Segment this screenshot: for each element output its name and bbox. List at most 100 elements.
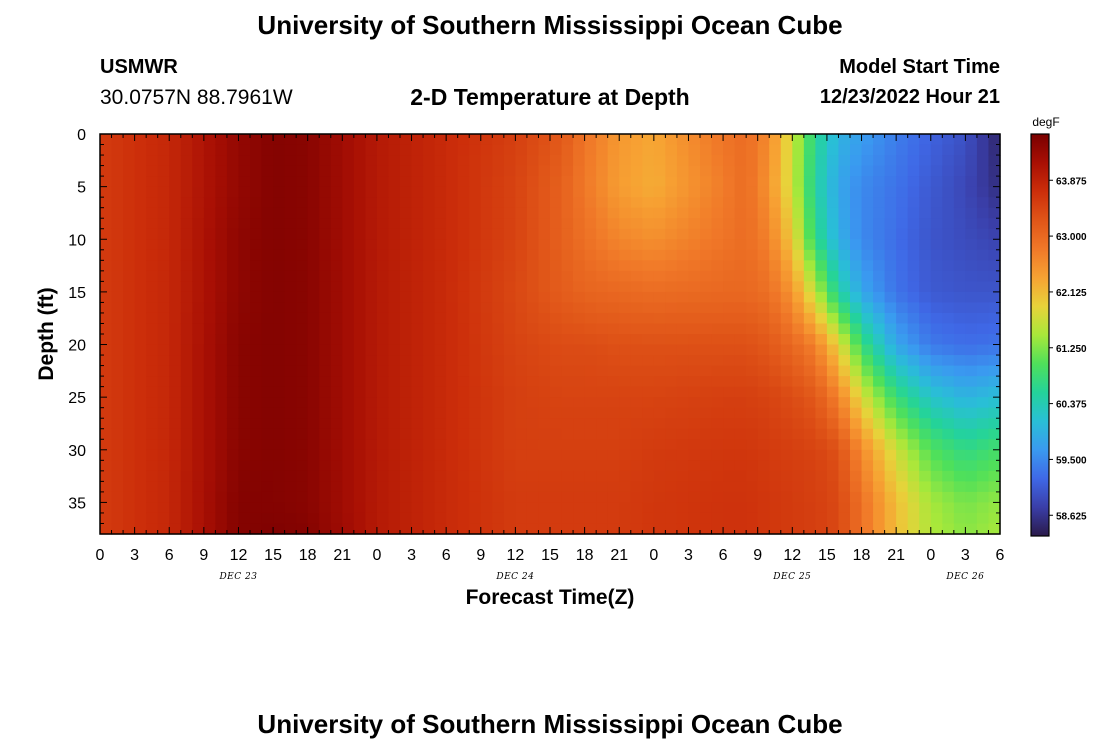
heatmap-cell [446, 386, 459, 398]
heatmap-cell [723, 428, 736, 440]
heatmap-cell [653, 334, 666, 346]
heatmap-cell [238, 449, 251, 461]
heatmap-cell [723, 407, 736, 419]
heatmap-cell [769, 291, 782, 304]
heatmap-cell [100, 186, 113, 198]
heatmap-cell [261, 481, 274, 493]
heatmap-cell [653, 428, 666, 440]
heatmap-cell [203, 165, 216, 177]
heatmap-cell [146, 228, 159, 240]
heatmap-cell [838, 249, 851, 261]
heatmap-cell [884, 334, 897, 346]
heatmap-cell [873, 323, 886, 335]
heatmap-cell [907, 512, 920, 525]
heatmap-cell [642, 449, 655, 461]
heatmap-cell [665, 281, 678, 293]
heatmap-cell [642, 249, 655, 261]
heatmap-cell [838, 207, 851, 219]
heatmap-cell [584, 481, 597, 493]
heatmap-cell [803, 228, 816, 240]
heatmap-cell [919, 165, 932, 177]
heatmap-cell [111, 481, 124, 493]
heatmap-cell [342, 312, 355, 325]
heatmap-cell [550, 491, 563, 504]
heatmap-cell [180, 260, 193, 272]
heatmap-cell [492, 155, 505, 167]
heatmap-cell [446, 134, 459, 146]
heatmap-cell [284, 386, 297, 398]
y-tick-label: 5 [77, 180, 86, 197]
heatmap-cell [319, 228, 332, 240]
heatmap-cell [815, 312, 828, 325]
heatmap-cell [850, 270, 863, 282]
heatmap-cell [584, 365, 597, 377]
heatmap-cell [526, 397, 540, 409]
heatmap-cell [261, 323, 274, 335]
heatmap-cell [273, 144, 286, 156]
heatmap-cell [100, 334, 113, 346]
colorbar-tick-label: 63.875 [1056, 176, 1087, 187]
heatmap-cell [284, 512, 297, 525]
heatmap-cell [146, 302, 159, 314]
heatmap-cell [411, 449, 424, 461]
heatmap-cell [192, 491, 205, 504]
heatmap-cell [388, 155, 401, 167]
heatmap-cell [896, 249, 909, 261]
heatmap-cell [723, 386, 736, 398]
heatmap-cell [976, 144, 990, 156]
heatmap-cell [319, 260, 332, 272]
heatmap-cell [861, 407, 874, 419]
heatmap-cell [896, 323, 909, 335]
heatmap-cell [296, 312, 309, 325]
heatmap-cell [815, 260, 828, 272]
heatmap-cell [192, 428, 205, 440]
heatmap-cell [215, 155, 228, 167]
heatmap-cell [861, 512, 874, 525]
heatmap-cell [203, 386, 216, 398]
heatmap-cell [134, 260, 147, 272]
heatmap-cell [700, 218, 713, 230]
heatmap-cell [423, 481, 436, 493]
x-tick-label: 6 [719, 547, 728, 564]
heatmap-cell [976, 376, 990, 388]
x-tick-label: 12 [506, 547, 524, 564]
heatmap-cell [250, 228, 263, 240]
heatmap-cell [584, 260, 597, 272]
heatmap-cell [411, 270, 424, 282]
heatmap-cell [388, 165, 401, 177]
heatmap-cell [134, 207, 147, 219]
heatmap-cell [803, 470, 816, 482]
heatmap-cell [100, 512, 113, 525]
heatmap-cell [550, 281, 563, 293]
heatmap-cell [388, 323, 401, 335]
heatmap-cell [930, 186, 943, 198]
heatmap-cell [700, 460, 713, 472]
heatmap-cell [388, 386, 401, 398]
heatmap-cell [342, 376, 355, 388]
y-tick-label: 15 [68, 285, 86, 302]
heatmap-cell [723, 270, 736, 282]
heatmap-cell [434, 355, 447, 367]
heatmap-cell [365, 228, 378, 240]
heatmap-cell [734, 312, 747, 325]
heatmap-cell [446, 344, 459, 356]
heatmap-cell [676, 144, 690, 156]
heatmap-cell [169, 144, 182, 156]
heatmap-cell [896, 491, 909, 504]
heatmap-cell [988, 281, 1001, 293]
heatmap-cell [330, 523, 343, 535]
heatmap-cell [526, 165, 540, 177]
heatmap-cell [503, 260, 516, 272]
colorbar-ticks: 63.87563.00062.12561.25060.37559.50058.6… [1049, 176, 1087, 522]
heatmap-cell [700, 176, 713, 188]
heatmap-cell [503, 523, 516, 535]
heatmap-cell [215, 176, 228, 188]
heatmap-cell [538, 376, 551, 388]
heatmap-cell [803, 249, 816, 261]
heatmap-cell [688, 397, 701, 409]
heatmap-cell [457, 376, 470, 388]
heatmap-cell [757, 344, 770, 356]
heatmap-cell [850, 291, 863, 304]
heatmap-cell [376, 302, 390, 314]
heatmap-cell [584, 386, 597, 398]
